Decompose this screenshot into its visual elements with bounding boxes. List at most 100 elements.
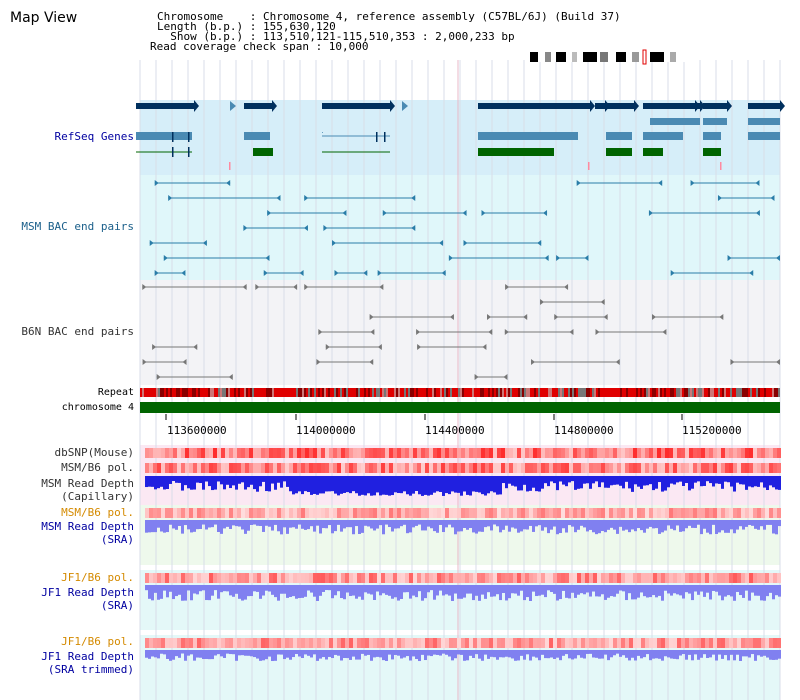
msm-capillary-depth-bar <box>586 476 589 484</box>
msm-pol2-heat-cell <box>517 508 521 518</box>
msm-capillary-depth-bar <box>253 476 256 490</box>
msm-pol2-heat-cell <box>433 508 437 518</box>
jf1-sra-depth-bar <box>172 585 175 600</box>
jf1-sra-depth-bar <box>634 585 637 600</box>
msm-sra-depth-bar <box>235 520 238 527</box>
gene-marker <box>720 162 722 170</box>
jf1-pol2-heat-cell <box>601 638 605 648</box>
jf1-pol-heat-cell <box>777 573 781 583</box>
msm-pol-heat-cell <box>145 463 149 473</box>
jf1-trimmed-depth-bar <box>646 650 649 655</box>
repeat-element <box>560 388 562 397</box>
repeat-element <box>670 388 672 397</box>
refseq-genes-label[interactable]: RefSeq Genes <box>54 130 134 143</box>
msm-pol-heat-cell <box>353 463 357 473</box>
jf1-trimmed-depth-bar <box>661 650 664 661</box>
jf1-trimmed-depth-bar <box>754 650 757 661</box>
msm-pol-heat-cell <box>533 463 537 473</box>
msm-sra-depth-bar <box>532 520 535 532</box>
jf1-sra-depth-bar <box>655 585 658 598</box>
jf1-pol2-heat-cell <box>641 638 645 648</box>
msm-pol2-heat-cell <box>269 508 273 518</box>
jf1-pol-heat-cell <box>505 573 509 583</box>
msm-sra-depth-bar <box>295 520 298 529</box>
jf1-trimmed-depth-bar <box>421 650 424 655</box>
msm-capillary-depth-bar <box>250 476 253 485</box>
msm-pol-heat-cell <box>521 463 525 473</box>
msm-pol-heat-cell <box>685 463 689 473</box>
msm-capillary-depth-bar <box>259 476 262 487</box>
jf1-pol2-heat-cell <box>773 638 777 648</box>
msm-capillary-depth-bar <box>217 476 220 482</box>
msm-capillary-depth-bar <box>376 476 379 493</box>
jf1-sra-depth-bar <box>289 585 292 597</box>
jf1-b6-pol-label[interactable]: JF1/B6 pol. <box>61 571 134 584</box>
msm-pol-heat-cell <box>221 463 225 473</box>
msm-sra-depth-bar <box>241 520 244 530</box>
jf1-trimmed-depth-bar <box>472 650 475 659</box>
msm-b6-pol-2-label[interactable]: MSM/B6 pol. <box>61 506 134 519</box>
repeat-element <box>664 388 666 397</box>
jf1-trimmed-depth-bar <box>550 650 553 658</box>
msm-capillary-depth-bar <box>703 476 706 486</box>
repeat-element <box>342 388 344 397</box>
jf1-trimmed-depth-bar <box>145 650 148 658</box>
jf1-sra-depth-bar <box>700 585 703 592</box>
jf1-pol2-heat-cell <box>353 638 357 648</box>
msm-sra-depth-bar <box>721 520 724 531</box>
jf1-pol-heat-cell <box>189 573 193 583</box>
msm-capillary-depth-bar <box>370 476 373 496</box>
jf1-pol-heat-cell <box>753 573 757 583</box>
msm-bac-label[interactable]: MSM BAC end pairs <box>21 220 134 233</box>
msm-pol2-heat-cell <box>465 508 469 518</box>
msm-pol-heat-cell <box>289 463 293 473</box>
repeat-element <box>352 388 354 397</box>
repeat-element <box>492 388 494 397</box>
jf1-sra-depth-bar <box>157 585 160 600</box>
jf1-pol-heat-cell <box>373 573 377 583</box>
msm-capillary-depth-bar <box>187 476 190 489</box>
dbsnp-heat-cell <box>685 448 689 458</box>
jf1-sra-depth-bar <box>250 585 253 597</box>
repeat-element <box>394 388 396 397</box>
msm-pol-heat-cell <box>261 463 265 473</box>
msm-pol2-heat-cell <box>193 508 197 518</box>
jf1-pol2-heat-cell <box>521 638 525 648</box>
jf1-depth-sra-label-2: (SRA) <box>100 599 134 612</box>
msm-bac-pair-end <box>226 180 231 186</box>
jf1-trimmed-depth-bar <box>406 650 409 657</box>
msm-capillary-depth-bar <box>454 476 457 493</box>
jf1-depth-trim-label-1[interactable]: JF1 Read Depth <box>41 650 134 663</box>
jf1-pol2-heat-cell <box>145 638 149 648</box>
jf1-sra-depth-bar <box>691 585 694 601</box>
msm-capillary-depth-bar <box>490 476 493 492</box>
jf1-trimmed-depth-bar <box>328 650 331 657</box>
gene-strand-arrow <box>590 100 595 112</box>
msm-pol2-heat-cell <box>617 508 621 518</box>
dbsnp-label[interactable]: dbSNP(Mouse) <box>54 446 134 459</box>
msm-b6-pol-label[interactable]: MSM/B6 pol. <box>61 461 134 474</box>
jf1-pol2-heat-cell <box>253 638 257 648</box>
msm-depth-sra-label-1[interactable]: MSM Read Depth <box>41 520 134 533</box>
msm-depth-cap-label-1[interactable]: MSM Read Depth <box>41 477 134 490</box>
repeat-element <box>410 388 412 397</box>
jf1-depth-sra-label-1[interactable]: JF1 Read Depth <box>41 586 134 599</box>
jf1-sra-depth-bar <box>625 585 628 601</box>
jf1-b6-pol-2-label[interactable]: JF1/B6 pol. <box>61 635 134 648</box>
repeat-element <box>472 388 474 397</box>
msm-sra-depth-bar <box>160 520 163 532</box>
msm-sra-depth-bar <box>571 520 574 527</box>
msm-depth-sra-label-2: (SRA) <box>100 533 134 546</box>
msm-capillary-depth-bar <box>304 476 307 492</box>
jf1-pol-heat-cell <box>241 573 245 583</box>
jf1-pol2-heat-cell <box>441 638 445 648</box>
jf1-sra-depth-bar <box>385 585 388 595</box>
jf1-sra-depth-bar <box>604 585 607 600</box>
msm-pol-heat-cell <box>665 463 669 473</box>
msm-sra-depth-bar <box>577 520 580 530</box>
b6n-bac-label[interactable]: B6N BAC end pairs <box>21 325 134 338</box>
jf1-sra-depth-bar <box>409 585 412 599</box>
msm-pol2-heat-cell <box>325 508 329 518</box>
repeat-element <box>382 388 384 397</box>
